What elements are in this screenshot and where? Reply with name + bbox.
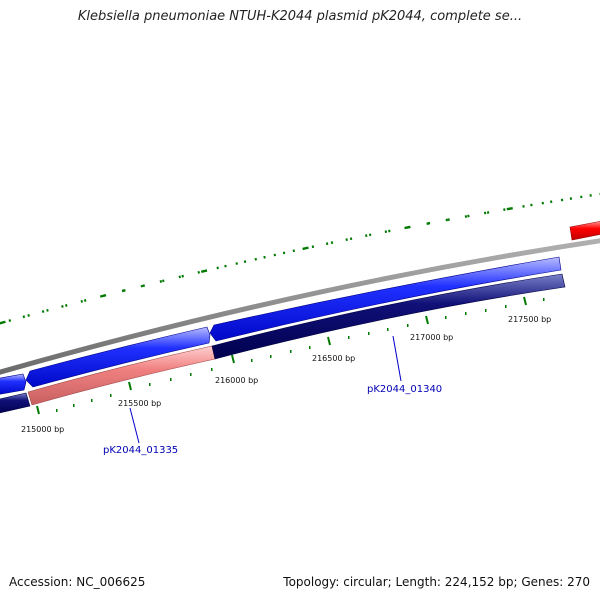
gene-label-pk2044-01335[interactable]: pK2044_01335 <box>103 445 178 456</box>
tick-label-216500: 216500 bp <box>312 354 355 363</box>
gene-reverse-long[interactable] <box>211 273 566 360</box>
gene-pk2044-01340[interactable] <box>209 256 562 342</box>
gene-selected-red[interactable] <box>569 221 600 241</box>
gene-label-leader-01335 <box>129 407 140 444</box>
scale-ticks <box>36 296 527 415</box>
tick-label-216000: 216000 bp <box>215 376 258 385</box>
gene-label-pk2044-01340[interactable]: pK2044_01340 <box>367 384 442 395</box>
plasmid-backbone <box>0 238 600 375</box>
gene-label-leader-01340 <box>392 335 402 382</box>
map-title: Klebsiella pneumoniae NTUH-K2044 plasmid… <box>77 9 523 24</box>
accession-text: Accession: NC_006625 <box>9 575 146 589</box>
gene-forward-middle[interactable] <box>25 326 211 388</box>
tick-label-215000: 215000 bp <box>21 425 64 434</box>
tick-label-215500: 215500 bp <box>118 399 161 408</box>
tick-label-217500: 217500 bp <box>508 315 551 324</box>
topology-summary-text: Topology: circular; Length: 224,152 bp; … <box>283 575 590 589</box>
gene-forward-left[interactable] <box>0 373 27 395</box>
gene-reverse-left[interactable] <box>0 392 31 414</box>
scale-minor-ticks <box>56 298 545 412</box>
tick-label-217000: 217000 bp <box>410 333 453 342</box>
